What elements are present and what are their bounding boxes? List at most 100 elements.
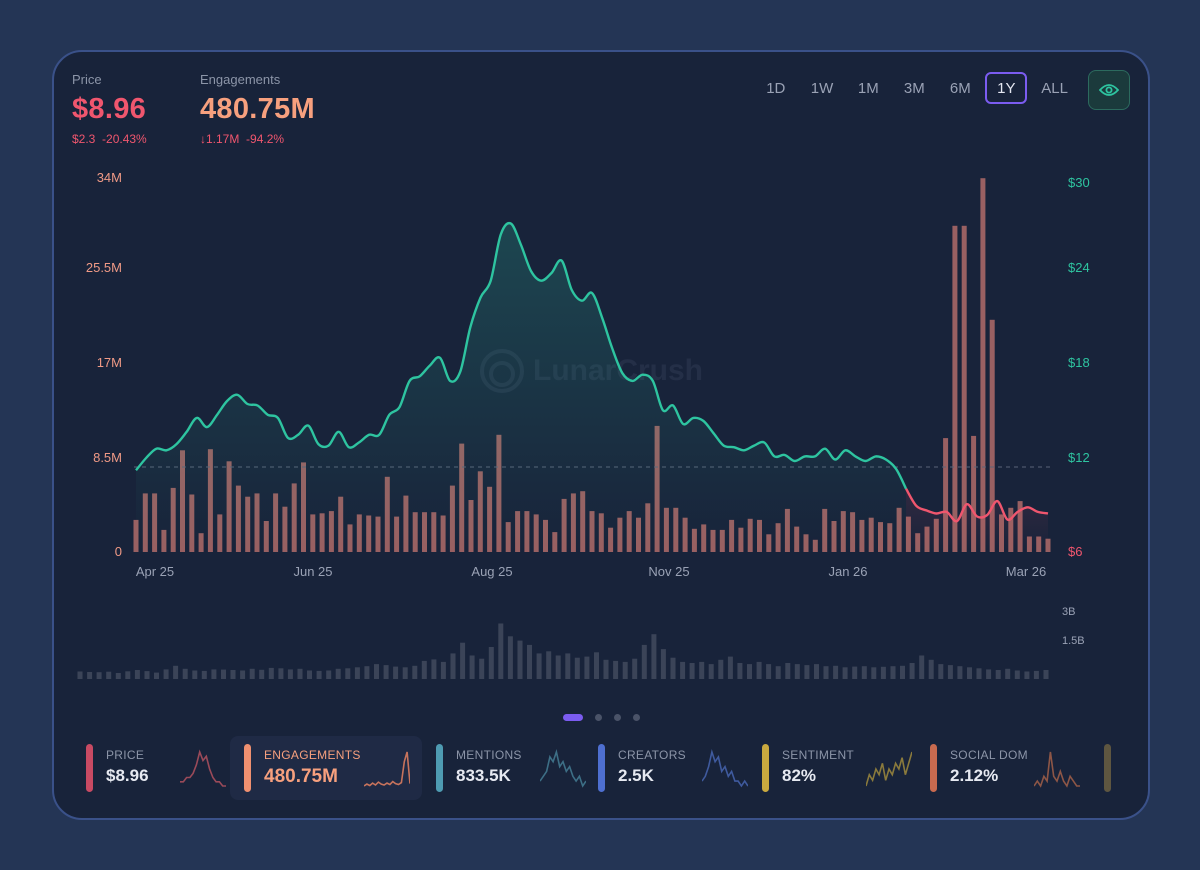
visibility-toggle-button[interactable]	[1088, 70, 1130, 110]
volume-bar	[106, 671, 112, 679]
carousel-dot[interactable]	[595, 714, 602, 721]
volume-bar	[622, 661, 628, 679]
carousel-dot[interactable]	[563, 714, 583, 721]
range-button-3m[interactable]: 3M	[903, 79, 925, 97]
x-axis-tick: Jun 25	[293, 564, 333, 579]
volume-bar	[670, 657, 676, 679]
volume-bar	[641, 644, 647, 679]
range-button-6m[interactable]: 6M	[949, 79, 971, 97]
metric-tile-social-dom[interactable]: SOCIAL DOM 2.12%	[930, 736, 1080, 800]
volume-bar	[211, 669, 217, 679]
volume-bar	[737, 663, 743, 679]
volume-bar	[144, 671, 150, 679]
volume-bar	[87, 672, 93, 679]
left-axis-tick: 34M	[96, 170, 122, 185]
volume-bar	[316, 670, 322, 679]
volume-bar	[115, 673, 121, 679]
volume-bar	[747, 664, 752, 679]
volume-bar	[278, 668, 284, 679]
engagement-bar	[989, 319, 995, 552]
engagement-bar	[943, 438, 949, 552]
range-button-all[interactable]: ALL	[1041, 79, 1068, 97]
price-label: Price	[72, 72, 102, 87]
volume-bar	[536, 653, 542, 679]
tile-label: MENTIONS	[456, 748, 522, 762]
metric-tile-engagements[interactable]: ENGAGEMENTS 480.75M	[230, 736, 422, 800]
volume-bar	[814, 664, 819, 679]
tile-sparkline	[1034, 751, 1080, 788]
tile-color-bar	[762, 744, 769, 792]
tile-color-bar	[244, 744, 251, 792]
range-button-1d[interactable]: 1D	[766, 79, 786, 97]
chart-card: Price $8.96 $2.3 -20.43% Engagements 480…	[52, 50, 1150, 820]
engagements-change-abs: ↓1.17M	[200, 132, 240, 146]
volume-bar	[326, 670, 332, 679]
volume-bar	[976, 668, 982, 679]
metric-tile-mentions[interactable]: MENTIONS 833.5K	[436, 736, 586, 800]
volume-bar	[507, 636, 513, 679]
carousel-dot[interactable]	[633, 714, 640, 721]
volume-bar	[880, 666, 886, 679]
tile-sparkline	[364, 751, 410, 787]
tile-sparkline	[702, 749, 748, 788]
range-button-1y[interactable]: 1Y	[985, 72, 1028, 104]
volume-bar	[584, 656, 590, 679]
volume-bar	[871, 667, 877, 679]
price-engagement-chart[interactable]	[54, 52, 1150, 562]
engagement-bar	[971, 435, 977, 552]
volume-bar	[259, 669, 265, 679]
volume-bar	[565, 653, 571, 679]
metric-tile-price[interactable]: PRICE $8.96	[86, 736, 226, 800]
right-axis-tick: $24	[1068, 260, 1090, 275]
volume-bar	[230, 670, 236, 679]
volume-bar	[335, 668, 341, 679]
volume-bar	[125, 671, 131, 679]
volume-bar	[383, 665, 389, 679]
tile-value: 833.5K	[456, 766, 511, 785]
eye-icon	[1099, 84, 1119, 96]
volume-bar	[651, 634, 657, 679]
tile-color-bar	[598, 744, 605, 792]
volume-bar	[268, 667, 274, 679]
volume-bar	[402, 667, 408, 679]
engagement-bar	[961, 225, 967, 553]
volume-bar	[574, 657, 580, 679]
metric-tile-creators[interactable]: CREATORS 2.5K	[598, 736, 748, 800]
volume-bar	[938, 664, 944, 679]
volume-bar	[947, 665, 953, 679]
engagements-change: ↓1.17M -94.2%	[200, 132, 315, 146]
tile-color-bar	[86, 744, 93, 792]
range-button-1m[interactable]: 1M	[857, 79, 879, 97]
volume-bar	[852, 666, 858, 679]
volume-bar	[154, 672, 159, 679]
range-button-1w[interactable]: 1W	[810, 79, 834, 97]
right-axis-tick: $6	[1068, 544, 1083, 559]
volume-bar	[460, 642, 466, 679]
volume-bar	[890, 666, 896, 679]
tile-value: 2.5K	[618, 766, 654, 785]
metric-tile-sentiment[interactable]: SENTIMENT 82%	[762, 736, 912, 800]
engagement-bar	[980, 178, 986, 552]
metric-tile-more[interactable]	[1104, 736, 1144, 800]
volume-bar	[221, 669, 226, 679]
volume-bar	[909, 663, 915, 679]
price-change-pct: -20.43%	[102, 132, 147, 146]
engagements-metric: Engagements 480.75M ↓1.17M -94.2%	[200, 72, 315, 146]
volume-bar	[794, 664, 800, 679]
volume-bar	[488, 647, 494, 679]
volume-bar	[1014, 670, 1020, 679]
carousel-dot[interactable]	[614, 714, 621, 721]
x-axis-tick: Aug 25	[471, 564, 513, 579]
volume-bars	[77, 623, 1049, 679]
volume-bar	[134, 670, 140, 679]
volume-bar	[1024, 671, 1030, 679]
volume-bar	[240, 670, 246, 679]
tile-label: ENGAGEMENTS	[264, 748, 361, 762]
volume-axis-tick: 3B	[1062, 606, 1076, 618]
volume-bar	[393, 666, 399, 679]
volume-bar	[957, 666, 963, 679]
volume-bar	[900, 665, 905, 679]
volume-bar	[546, 651, 552, 679]
volume-chart	[77, 623, 1049, 679]
volume-bar	[527, 644, 532, 679]
